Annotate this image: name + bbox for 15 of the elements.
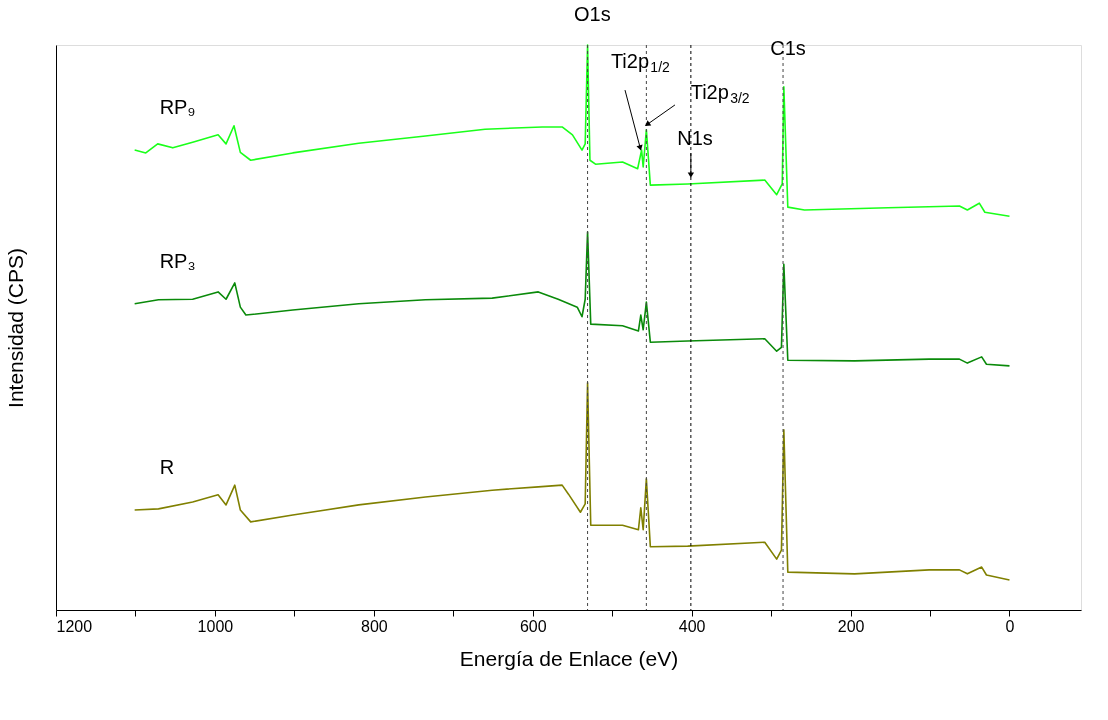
annotation: C1s <box>770 36 806 59</box>
x-tick-label: 600 <box>519 617 547 635</box>
x-axis-title: Energía de Enlace (eV) <box>459 646 679 670</box>
series-label: RP₉ <box>159 96 196 119</box>
x-tick-label: 1000 <box>197 617 234 635</box>
annotation: N1s <box>677 127 713 150</box>
series-label: RP₃ <box>159 249 196 272</box>
x-tick-label: 800 <box>360 617 388 635</box>
annotation: O1s <box>573 3 611 25</box>
x-tick-label: 200 <box>837 617 865 635</box>
series-label: R <box>159 455 175 478</box>
y-axis-title: Intensidad (CPS) <box>3 248 27 408</box>
x-tick-label: 0 <box>1005 617 1015 635</box>
x-tick-label: 400 <box>678 617 706 635</box>
x-tick-label: 1200 <box>56 617 93 635</box>
